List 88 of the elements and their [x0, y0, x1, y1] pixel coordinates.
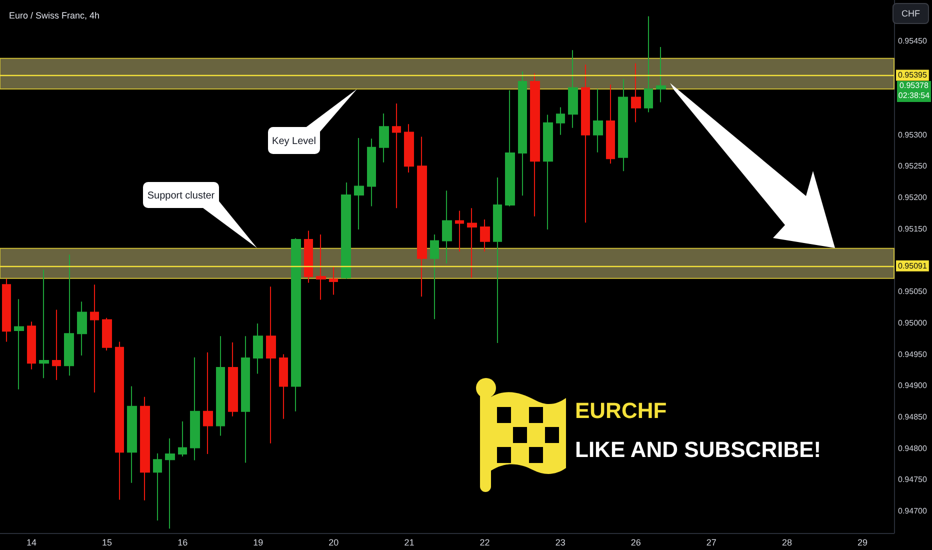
candlestick	[102, 317, 112, 352]
candlestick	[52, 309, 61, 380]
ref-line-label: 0.95091	[898, 261, 928, 270]
x-tick-label: 23	[555, 538, 566, 548]
candlestick	[241, 336, 250, 464]
candlestick	[341, 182, 351, 280]
candlestick	[165, 438, 175, 530]
x-tick-label: 21	[404, 538, 414, 548]
candlestick	[253, 323, 263, 374]
annotation: Key Level	[272, 136, 316, 147]
x-tick-label: 22	[480, 538, 490, 548]
x-tick-label: 19	[253, 538, 264, 548]
candlestick	[329, 266, 338, 296]
y-tick-label: 0.94800	[898, 444, 928, 453]
candlestick	[354, 137, 364, 230]
candlestick	[417, 136, 427, 298]
candlestick	[291, 238, 301, 412]
candlestick	[90, 284, 99, 394]
candlestick	[203, 352, 213, 454]
candlestick	[153, 452, 162, 521]
y-tick-label: 0.95300	[898, 130, 928, 140]
candlestick	[304, 230, 313, 284]
candlestick	[556, 106, 565, 136]
annotation: LIKE AND SUBSCRIBE!	[575, 437, 822, 462]
candlestick	[518, 70, 527, 196]
candlestick	[455, 210, 464, 252]
candlestick	[631, 62, 641, 123]
x-tick-label: 26	[630, 538, 641, 548]
candlestick	[178, 420, 187, 457]
candlestick	[656, 46, 666, 103]
y-tick-label: 0.94950	[898, 350, 928, 359]
candlestick	[27, 321, 36, 370]
y-tick-label: 0.95450	[898, 36, 928, 46]
text: 0.95378	[897, 80, 931, 91]
candlestick	[618, 78, 628, 172]
y-tick-label: 0.95150	[898, 224, 928, 234]
candlestick	[581, 64, 590, 224]
candlestick	[2, 278, 11, 342]
candlestick	[505, 90, 515, 207]
candlestick	[140, 396, 150, 501]
candlestick	[442, 190, 452, 264]
candlestick	[593, 88, 603, 153]
candlestick	[64, 254, 74, 376]
x-tick-label: 15	[102, 538, 112, 548]
ref-line-label: 0.95395	[898, 70, 928, 80]
candlestick	[316, 234, 326, 300]
x-tick-label: 16	[178, 538, 188, 548]
candlestick	[467, 208, 477, 278]
candlestick	[39, 269, 49, 379]
candlestick	[379, 113, 389, 163]
candlestick	[127, 386, 137, 484]
annotation: Support cluster	[147, 190, 216, 202]
candlestick	[266, 286, 276, 444]
candlestick	[543, 114, 553, 230]
y-axis-title: CHF	[902, 8, 920, 18]
candlestick	[115, 341, 124, 500]
candlestick	[530, 72, 540, 217]
candlestick	[190, 356, 200, 461]
x-tick-label: 28	[782, 538, 792, 548]
candlestick	[216, 336, 225, 436]
candlestick	[404, 124, 414, 173]
candlestick	[279, 354, 288, 420]
y-tick-label: 0.94900	[898, 381, 928, 390]
y-tick-label: 0.94750	[898, 475, 928, 484]
candlestick	[367, 138, 376, 207]
candlestick	[77, 301, 87, 356]
candlestick	[228, 342, 238, 417]
x-tick-label: 14	[26, 538, 36, 548]
y-tick-label: 0.94700	[898, 506, 928, 516]
y-tick-label: 0.95200	[898, 193, 928, 202]
text: 02:38:54	[897, 90, 931, 102]
y-tick-label: 0.95000	[898, 318, 928, 328]
candlestick	[568, 50, 578, 128]
annotation: EURCHF	[575, 398, 667, 423]
y-tick-label: 0.95050	[898, 287, 928, 296]
candlestick	[430, 234, 439, 320]
x-tick-label: 29	[858, 538, 868, 548]
x-tick-label: 27	[706, 538, 716, 548]
candlestick	[644, 16, 653, 113]
candlestick	[493, 176, 502, 344]
candlestick	[606, 84, 615, 164]
text: Euro / Swiss Franc, 4h	[9, 10, 100, 20]
y-tick-label: 0.94850	[898, 412, 928, 422]
candlestick	[480, 218, 490, 252]
candlestick	[14, 298, 24, 390]
y-tick-label: 0.95250	[898, 162, 928, 171]
x-tick-label: 20	[328, 538, 339, 548]
candlestick	[392, 102, 401, 209]
